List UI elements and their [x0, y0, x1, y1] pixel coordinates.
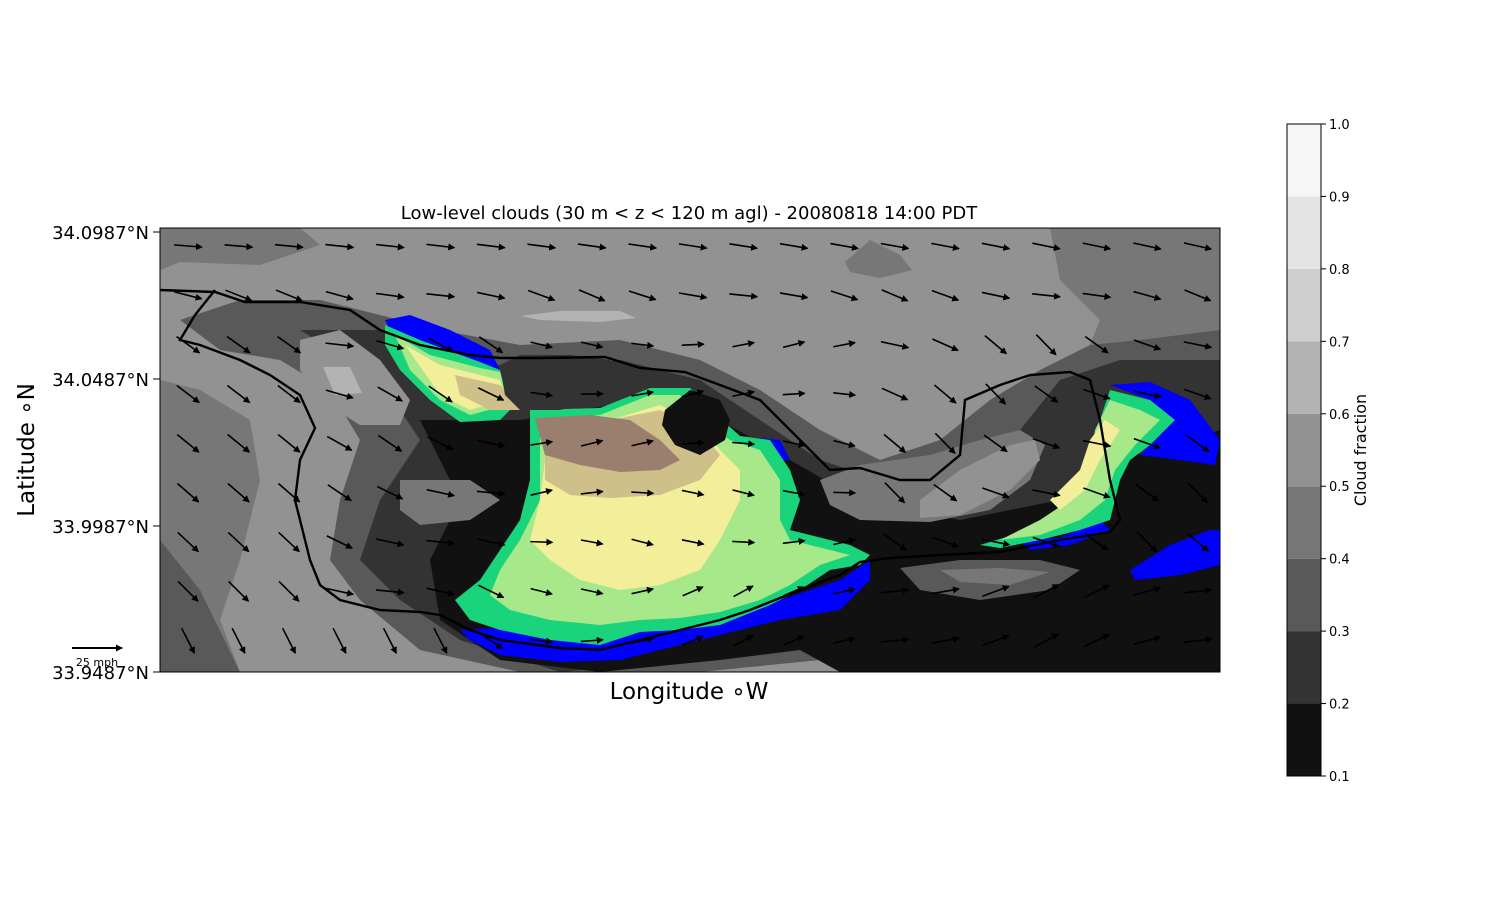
wind-arrow — [682, 344, 704, 345]
colorbar-segment — [1287, 196, 1321, 268]
lat-tick-label: 33.9987°N — [52, 517, 149, 538]
colorbar-segment — [1287, 559, 1321, 631]
map-title: Low-level clouds (30 m < z < 120 m agl) … — [401, 203, 978, 224]
colorbar-tick-label: 0.9 — [1329, 190, 1350, 205]
lat-tick-label: 34.0987°N — [52, 223, 149, 244]
colorbar-tick-label: 0.2 — [1329, 698, 1350, 713]
colorbar-tick-label: 0.4 — [1329, 553, 1350, 568]
colorbar-segment — [1287, 124, 1321, 196]
colorbar-tick-label: 1.0 — [1329, 118, 1350, 133]
colorbar: 0.1 0.2 0.3 0.4 0.5 0.6 0.7 0.8 0.9 1.0 — [1287, 118, 1350, 785]
wind-arrow — [833, 492, 855, 493]
lat-tick-label: 34.0487°N — [52, 370, 149, 391]
colorbar-segment — [1287, 414, 1321, 486]
colorbar-tick-label: 0.1 — [1329, 770, 1350, 785]
colorbar-tick-label: 0.6 — [1329, 408, 1350, 423]
colorbar-tick-label: 0.3 — [1329, 625, 1350, 640]
wind-arrow — [732, 541, 754, 542]
colorbar-segment — [1287, 704, 1321, 776]
quiver-key: 25 mph — [72, 648, 122, 669]
colorbar-tick-label: 0.7 — [1329, 335, 1350, 350]
colorbar-tick-label: 0.5 — [1329, 480, 1350, 495]
colorbar-segment — [1287, 341, 1321, 413]
map-plot-area — [160, 228, 1220, 672]
wind-arrow — [530, 542, 552, 543]
colorbar-segment — [1287, 631, 1321, 703]
colorbar-label: Cloud fraction — [1351, 394, 1370, 506]
colorbar-tick-label: 0.8 — [1329, 263, 1350, 278]
colorbar-segment — [1287, 269, 1321, 341]
x-axis-label: Longitude ∘W — [610, 679, 769, 705]
colorbar-segment — [1287, 486, 1321, 558]
latitude-axis: 34.0987°N 34.0487°N 33.9987°N 33.9487°N — [52, 223, 160, 684]
y-axis-label: Latitude ∘N — [14, 383, 40, 517]
quiver-key-label: 25 mph — [76, 656, 118, 669]
